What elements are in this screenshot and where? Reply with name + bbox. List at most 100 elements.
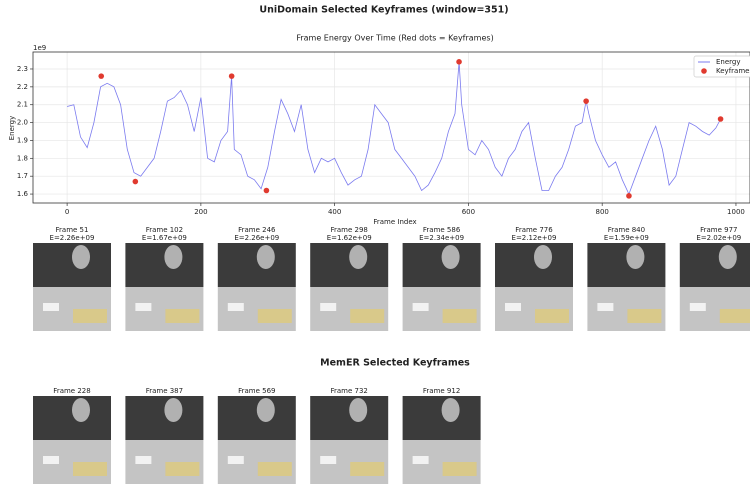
thumbnail-detail (258, 309, 292, 323)
thumbnail-top (218, 243, 296, 287)
thumbnail-title: Frame 228 (53, 387, 90, 395)
thumbnail-object (442, 245, 460, 269)
thumbnail-energy: E=1.67e+09 (142, 234, 187, 242)
keyframe-dot (718, 116, 724, 122)
thumbnail-detail (413, 303, 429, 311)
thumbnail-top (403, 396, 481, 440)
thumbnail-detail (43, 456, 59, 464)
thumbnail-object (164, 398, 182, 422)
thumbnail-top (33, 243, 111, 287)
figure: UniDomain Selected Keyframes (window=351… (0, 0, 750, 485)
legend-label: Keyframes (716, 67, 750, 75)
y-offset-label: 1e9 (33, 44, 46, 52)
keyframe-dot (98, 73, 104, 79)
thumbnail-title: Frame 840 (608, 226, 645, 234)
x-tick-label: 800 (595, 208, 608, 216)
keyframe-dot (583, 98, 589, 104)
thumbnail-detail (73, 309, 107, 323)
chart-title: Frame Energy Over Time (Red dots = Keyfr… (296, 34, 493, 43)
section-title: MemER Selected Keyframes (320, 358, 470, 369)
y-tick-label: 1.8 (17, 154, 28, 162)
y-tick-label: 1.7 (17, 172, 28, 180)
thumbnail-detail (597, 303, 613, 311)
thumbnail-top (495, 243, 573, 287)
thumbnail-object (164, 245, 182, 269)
energy-line (67, 62, 721, 194)
thumbnail-title: Frame 586 (423, 226, 461, 234)
thumbnail-object (257, 398, 275, 422)
keyframe-dot (264, 188, 270, 194)
thumbnail-detail (535, 309, 569, 323)
thumbnail-energy: E=2.34e+09 (419, 234, 464, 242)
thumbnail-top (33, 396, 111, 440)
x-axis-label: Frame Index (373, 218, 416, 226)
thumbnail-energy: E=2.26e+09 (234, 234, 279, 242)
y-tick-label: 2.0 (17, 119, 28, 127)
thumbnail-detail (228, 456, 244, 464)
thumbnail-detail (627, 309, 661, 323)
legend-label: Energy (716, 58, 741, 66)
thumbnail-energy: E=2.26e+09 (50, 234, 95, 242)
thumbnail-object (442, 398, 460, 422)
thumbnail-detail (258, 462, 292, 476)
thumbnail-title: Frame 912 (423, 387, 460, 395)
thumbnail-energy: E=2.02e+09 (696, 234, 741, 242)
thumbnail-detail (135, 456, 151, 464)
thumbnail-detail (165, 462, 199, 476)
legend-dot (701, 68, 707, 74)
thumbnail-energy: E=2.12e+09 (512, 234, 557, 242)
x-tick-label: 200 (194, 208, 207, 216)
thumbnail-title: Frame 776 (515, 226, 553, 234)
thumbnail-object (257, 245, 275, 269)
thumbnail-top (680, 243, 750, 287)
thumbnail-top (218, 396, 296, 440)
thumbnail-top (587, 243, 665, 287)
figure-title: UniDomain Selected Keyframes (window=351… (259, 5, 508, 16)
thumbnail-title: Frame 102 (146, 226, 183, 234)
x-tick-label: 400 (328, 208, 341, 216)
thumbnail-detail (443, 309, 477, 323)
x-tick-label: 1000 (727, 208, 745, 216)
thumbnail-detail (505, 303, 521, 311)
thumbnail-title: Frame 246 (238, 226, 276, 234)
x-tick-label: 0 (65, 208, 69, 216)
thumbnail-detail (320, 303, 336, 311)
thumbnail-object (349, 245, 367, 269)
y-tick-label: 1.6 (17, 190, 29, 198)
thumbnail-top (403, 243, 481, 287)
thumbnail-detail (443, 462, 477, 476)
thumbnail-object (72, 245, 90, 269)
thumbnail-energy: E=1.59e+09 (604, 234, 649, 242)
thumbnail-title: Frame 387 (146, 387, 183, 395)
thumbnail-object (349, 398, 367, 422)
keyframe-dot (456, 59, 462, 65)
thumbnail-detail (320, 456, 336, 464)
thumbnail-top (125, 396, 203, 440)
keyframe-dot (626, 193, 632, 199)
thumbnail-top (310, 396, 388, 440)
keyframe-dot (133, 179, 139, 185)
thumbnail-title: Frame 298 (330, 226, 367, 234)
y-axis-label: Energy (8, 116, 16, 141)
thumbnail-detail (43, 303, 59, 311)
thumbnail-top (125, 243, 203, 287)
thumbnail-detail (165, 309, 199, 323)
thumbnail-object (626, 245, 644, 269)
thumbnail-detail (720, 309, 750, 323)
thumbnail-title: Frame 569 (238, 387, 275, 395)
thumbnail-detail (350, 309, 384, 323)
thumbnail-title: Frame 977 (700, 226, 737, 234)
thumbnail-detail (350, 462, 384, 476)
thumbnail-detail (135, 303, 151, 311)
thumbnail-title: Frame 732 (330, 387, 367, 395)
thumbnail-detail (690, 303, 706, 311)
thumbnail-top (310, 243, 388, 287)
x-tick-label: 600 (462, 208, 475, 216)
y-tick-label: 2.1 (17, 101, 28, 109)
y-tick-label: 1.9 (17, 136, 28, 144)
thumbnail-detail (413, 456, 429, 464)
y-tick-label: 2.2 (17, 83, 28, 91)
thumbnail-object (72, 398, 90, 422)
plot-frame (33, 52, 750, 203)
